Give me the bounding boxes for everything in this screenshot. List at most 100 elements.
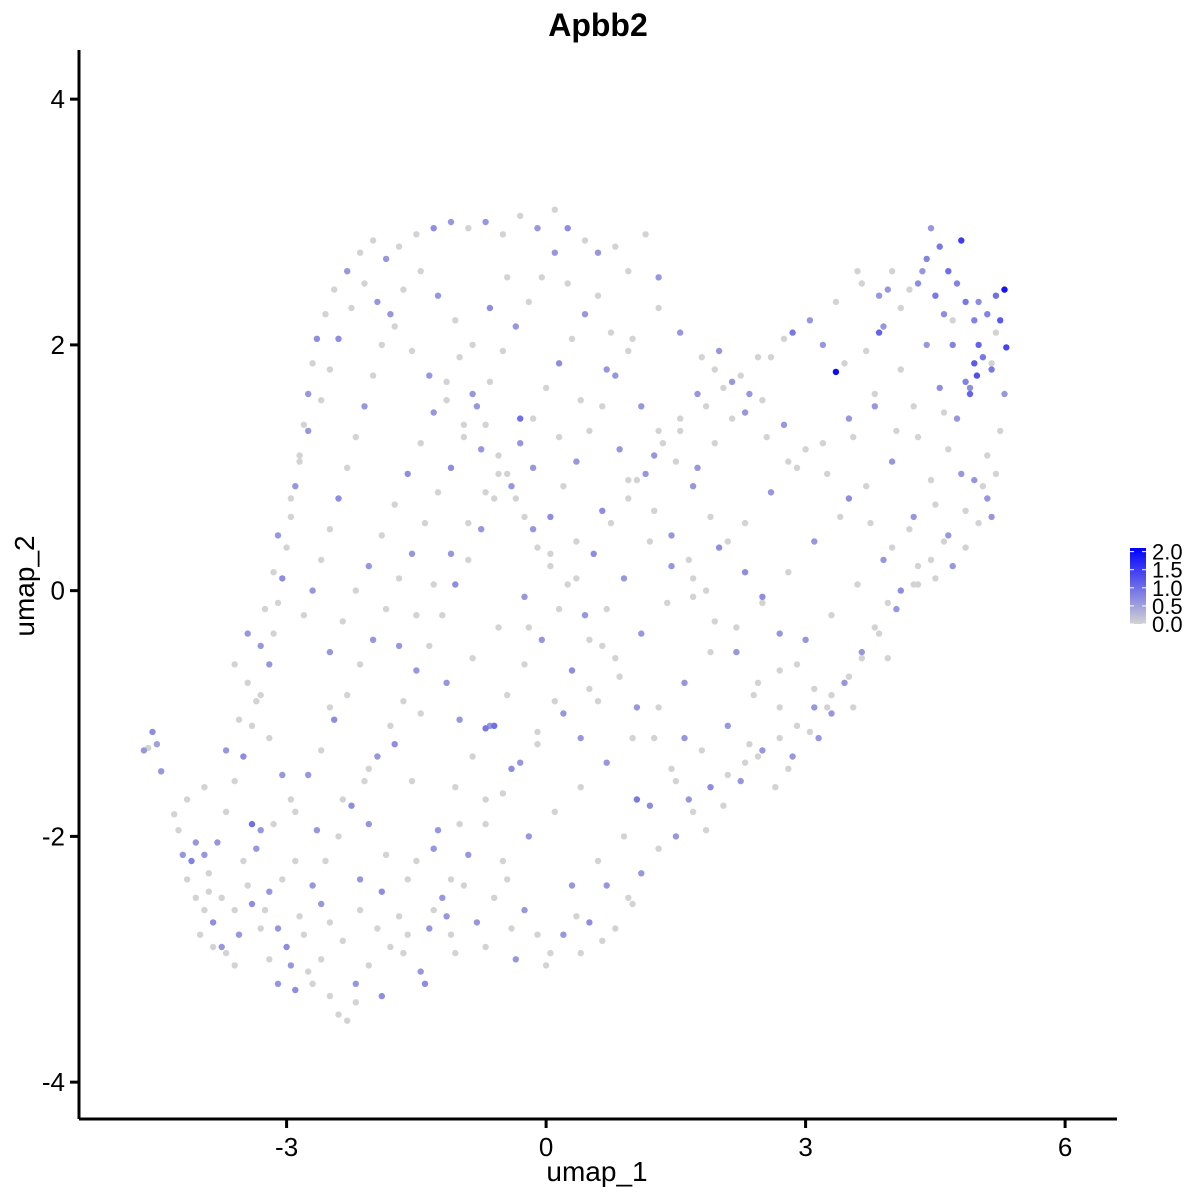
data-point: [581, 237, 589, 244]
legend-ticks: 0.00.51.01.52.0: [1130, 540, 1183, 637]
data-point: [958, 237, 965, 244]
data-point: [737, 372, 744, 379]
data-point: [499, 857, 507, 865]
data-point: [508, 765, 515, 772]
data-point: [305, 968, 312, 975]
data-point: [754, 354, 762, 361]
data-point: [525, 298, 532, 306]
data-point: [646, 802, 654, 809]
data-point: [529, 526, 537, 533]
data-point: [326, 366, 334, 373]
data-point: [382, 255, 390, 263]
data-point: [469, 655, 476, 662]
data-point: [266, 734, 273, 742]
data-point: [655, 274, 662, 281]
data-point: [733, 624, 740, 631]
data-point: [875, 630, 883, 637]
data-point: [417, 268, 424, 275]
data-point: [741, 409, 749, 416]
data-point: [495, 452, 502, 459]
data-point: [685, 556, 692, 564]
data-point: [365, 765, 372, 772]
data-point: [702, 403, 710, 410]
data-point: [875, 292, 883, 299]
data-point: [456, 716, 463, 723]
data-point: [633, 476, 641, 484]
x-axis-label: umap_1: [546, 1156, 647, 1187]
data-point: [274, 599, 282, 607]
data-point: [936, 243, 943, 250]
data-point: [932, 501, 939, 508]
data-point: [534, 225, 541, 232]
data-point: [469, 390, 476, 398]
data-point: [551, 206, 558, 213]
data-point: [309, 980, 316, 987]
data-point: [832, 298, 840, 306]
data-point: [473, 403, 481, 410]
data-point: [179, 851, 186, 858]
data-point: [248, 722, 256, 729]
data-point: [802, 636, 809, 643]
data-point: [655, 427, 662, 435]
data-point: [560, 483, 567, 490]
data-point: [724, 722, 731, 729]
data-point: [270, 820, 277, 828]
data-point: [482, 489, 489, 496]
data-point: [140, 747, 148, 754]
data-point: [512, 495, 519, 502]
data-point: [465, 556, 472, 564]
data-point: [689, 593, 697, 600]
data-point: [361, 403, 368, 410]
data-point: [183, 876, 191, 883]
data-point: [214, 839, 221, 846]
data-point: [707, 513, 714, 521]
data-point: [261, 605, 269, 613]
data-point: [945, 446, 952, 453]
data-point: [344, 1017, 351, 1024]
data-point: [568, 335, 576, 342]
data-point: [789, 753, 796, 760]
data-point: [486, 304, 494, 312]
x-tick-label: -3: [275, 1132, 298, 1162]
data-point: [802, 446, 809, 453]
data-point: [331, 286, 338, 293]
data-point: [447, 931, 455, 938]
data-point: [754, 753, 762, 760]
data-point: [863, 483, 870, 490]
data-point: [854, 268, 861, 275]
y-ticks: -4 -2 0 2 4: [42, 84, 79, 1097]
y-tick-label: 2: [51, 330, 65, 360]
data-point: [715, 347, 723, 355]
data-point: [659, 440, 667, 447]
data-point: [858, 655, 865, 662]
data-point: [274, 532, 282, 539]
data-point: [642, 231, 649, 238]
data-point: [300, 612, 308, 619]
y-tick-label: 4: [51, 84, 65, 114]
data-point: [240, 753, 247, 760]
data-point: [517, 212, 524, 220]
data-point: [452, 949, 459, 957]
data-point: [672, 777, 680, 785]
data-point: [300, 421, 308, 428]
data-point: [841, 360, 848, 367]
data-point: [884, 655, 891, 662]
data-point: [586, 427, 593, 435]
data-point: [746, 390, 753, 398]
data-point: [534, 728, 541, 736]
data-point: [356, 876, 364, 883]
data-point: [231, 906, 238, 914]
data-point: [689, 808, 697, 815]
data-point: [906, 286, 913, 293]
x-tick-label: 6: [1058, 1132, 1072, 1162]
data-point: [828, 691, 835, 699]
data-point: [880, 556, 887, 564]
data-point: [586, 919, 593, 926]
data-point: [491, 495, 498, 502]
data-point: [871, 403, 878, 410]
data-point: [287, 495, 295, 502]
x-tick-label: 0: [539, 1132, 553, 1162]
data-point: [711, 440, 718, 447]
data-point: [599, 403, 606, 410]
data-point: [452, 317, 459, 324]
